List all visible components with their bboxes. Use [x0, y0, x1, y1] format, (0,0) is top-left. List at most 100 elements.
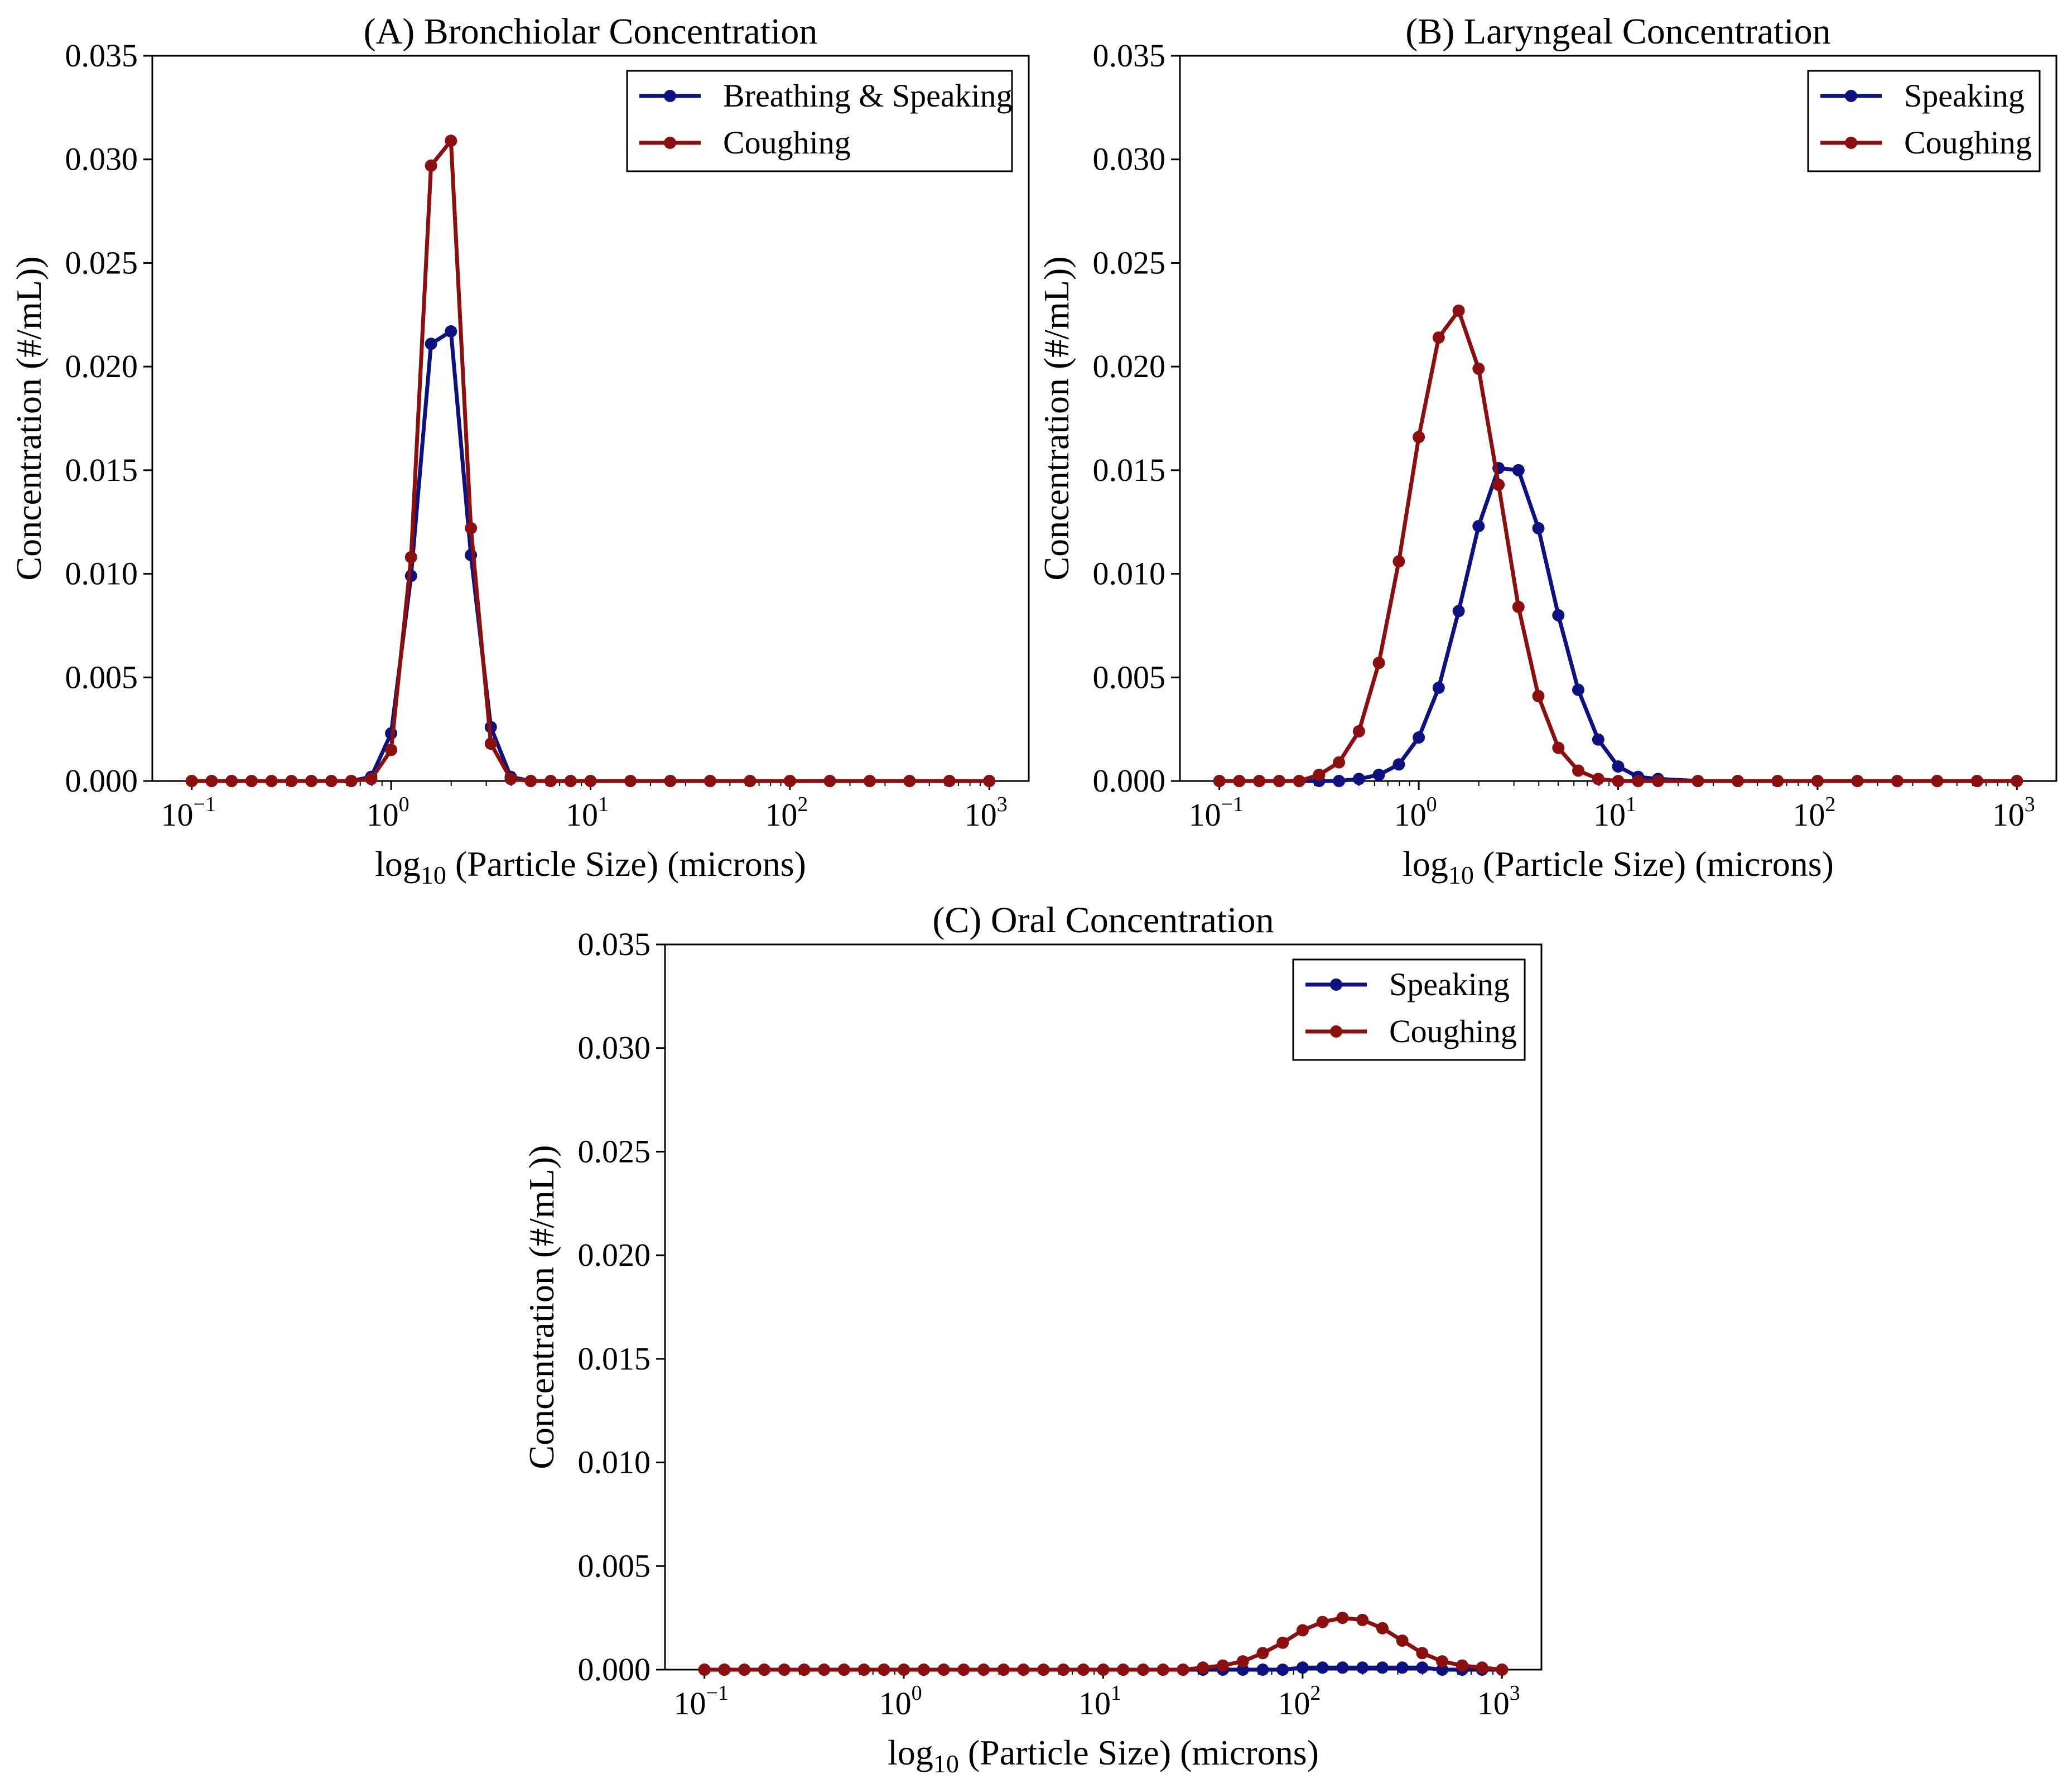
data-point: [1057, 1664, 1069, 1676]
y-tick-label: 0.015: [65, 452, 138, 488]
y-tick-label: 0.015: [578, 1341, 651, 1377]
data-point: [1612, 775, 1625, 787]
chart-panel-2: (C) Oral Concentration 0.000 0.005 0.010 0.0…: [522, 900, 1543, 1778]
y-tick-label: 0.035: [1093, 37, 1166, 74]
y-tick-label: 0.035: [578, 926, 651, 962]
data-point: [1097, 1664, 1110, 1676]
data-point: [1276, 1664, 1289, 1676]
data-point: [1316, 1661, 1329, 1674]
chart-panel-0: (A) Bronchiolar Concentration 0.000 0.005 0…: [9, 11, 1030, 889]
legend-label: Speaking: [1389, 966, 1510, 1002]
data-point: [564, 775, 577, 787]
data-point: [943, 775, 956, 787]
data-point: [1552, 741, 1565, 754]
data-point: [1970, 775, 1983, 787]
chart-title: (C) Oral Concentration: [932, 900, 1274, 941]
data-point: [584, 775, 597, 787]
x-tick-label: 103: [1992, 793, 2035, 833]
data-point: [718, 1664, 731, 1676]
y-tick-label: 0.020: [65, 348, 138, 384]
data-point: [1273, 775, 1285, 787]
x-tick-label: 10−1: [673, 1681, 728, 1722]
data-point: [738, 1664, 751, 1676]
legend-marker: [1845, 90, 1857, 102]
data-point: [1352, 773, 1365, 785]
y-tick-label: 0.015: [1093, 452, 1166, 488]
data-point: [1376, 1661, 1389, 1674]
data-point: [703, 775, 716, 787]
data-point: [783, 775, 796, 787]
legend-marker: [1330, 1025, 1342, 1038]
data-point: [365, 773, 378, 785]
data-point: [1456, 1659, 1468, 1672]
data-point: [1891, 775, 1904, 787]
y-tick-label: 0.000: [65, 763, 138, 799]
data-point: [1313, 768, 1326, 781]
data-point: [1492, 478, 1505, 491]
data-point: [305, 775, 318, 787]
data-point: [857, 1664, 870, 1676]
data-point: [698, 1664, 711, 1676]
data-point: [1296, 1661, 1309, 1674]
data-point: [1851, 775, 1864, 787]
data-point: [1376, 1622, 1389, 1635]
data-point: [1592, 773, 1604, 785]
data-point: [1316, 1616, 1329, 1628]
y-tick-label: 0.020: [578, 1237, 651, 1273]
data-point: [245, 775, 258, 787]
chart-title: (B) Laryngeal Concentration: [1405, 11, 1830, 52]
x-tick-label: 10−1: [1188, 793, 1243, 833]
y-tick-label: 0.005: [1093, 659, 1166, 695]
y-tick-label: 0.000: [1093, 763, 1166, 799]
data-point: [1216, 1659, 1229, 1672]
y-tick-label: 0.005: [578, 1547, 651, 1584]
data-point: [1197, 1661, 1210, 1674]
chart-panel-1: (B) Laryngeal Concentration 0.000 0.005 0.0…: [1037, 11, 2057, 889]
data-point: [524, 775, 537, 787]
data-point: [465, 522, 478, 534]
data-point: [1452, 605, 1465, 618]
y-tick-label: 0.010: [1093, 556, 1166, 592]
data-point: [285, 775, 298, 787]
x-tick-label: 102: [765, 793, 808, 833]
x-axis-label: log10 (Particle Size) (microns): [375, 844, 806, 889]
data-point: [1392, 758, 1405, 771]
x-tick-label: 103: [965, 793, 1008, 833]
data-point: [205, 775, 218, 787]
data-point: [1572, 764, 1584, 777]
legend-label: Coughing: [723, 124, 851, 161]
data-point: [1512, 601, 1525, 613]
y-tick-label: 0.035: [65, 37, 138, 74]
x-tick-label: 101: [566, 793, 609, 833]
data-point: [1177, 1664, 1189, 1676]
legend-box: [1807, 70, 2041, 172]
series-line-1: [1219, 308, 2017, 783]
legend-label: Coughing: [1389, 1013, 1517, 1049]
data-point: [664, 775, 677, 787]
data-point: [385, 744, 398, 756]
data-point: [1811, 775, 1824, 787]
data-point: [1372, 657, 1385, 669]
data-point: [1771, 775, 1784, 787]
x-tick-label: 102: [1792, 793, 1835, 833]
data-point: [1552, 609, 1565, 621]
data-point: [1731, 775, 1744, 787]
x-tick-label: 101: [1078, 1681, 1121, 1722]
data-point: [185, 775, 198, 787]
data-point: [778, 1664, 791, 1676]
y-tick-label: 0.000: [578, 1651, 651, 1688]
data-point: [1432, 331, 1445, 344]
data-point: [1037, 1664, 1050, 1676]
data-point: [1213, 775, 1226, 787]
y-tick-label: 0.030: [65, 141, 138, 177]
data-point: [1392, 555, 1405, 568]
data-point: [1396, 1635, 1409, 1647]
data-point: [1333, 775, 1346, 787]
data-point: [744, 775, 756, 787]
data-point: [1632, 775, 1645, 787]
data-point: [1157, 1664, 1169, 1676]
data-point: [863, 775, 876, 787]
legend-label: Speaking: [1904, 78, 2025, 114]
data-point: [1296, 1624, 1309, 1637]
data-point: [1276, 1636, 1289, 1649]
